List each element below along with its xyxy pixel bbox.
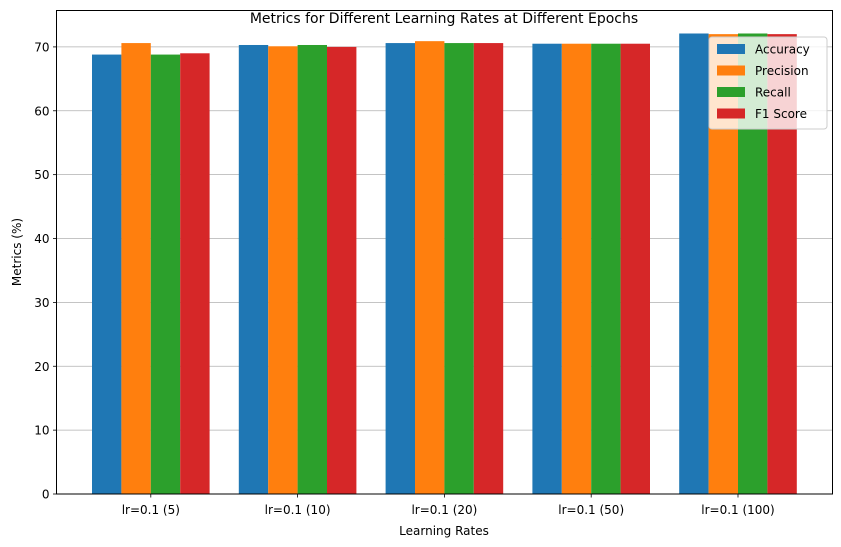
bar-accuracy xyxy=(532,43,562,495)
bar-accuracy xyxy=(679,33,709,494)
legend: Accuracy Precision Recall F1 Score xyxy=(708,36,828,130)
bar-precision xyxy=(561,43,592,495)
legend-swatch xyxy=(717,44,745,54)
x-tick-label: lr=0.1 (20) xyxy=(411,503,477,517)
y-axis-label: Metrics (%) xyxy=(10,218,24,286)
y-tick-label: 20 xyxy=(34,360,49,374)
x-tick-label: lr=0.1 (50) xyxy=(558,503,624,517)
legend-box xyxy=(708,36,828,130)
x-tick-label: lr=0.1 (10) xyxy=(265,503,331,517)
y-tick-label: 40 xyxy=(34,232,49,246)
bar-accuracy xyxy=(385,43,415,494)
y-tick-label: 50 xyxy=(34,168,49,182)
x-axis-label: Learning Rates xyxy=(399,524,489,538)
x-tick-label: lr=0.1 (100) xyxy=(701,503,775,517)
bar-f1-score xyxy=(180,53,210,494)
legend-swatch xyxy=(717,65,745,76)
bar-accuracy xyxy=(238,44,269,495)
legend-label: Precision xyxy=(755,64,809,78)
bar-recall xyxy=(297,44,327,495)
y-tick-label: 10 xyxy=(34,424,49,438)
bar-precision xyxy=(415,41,445,494)
legend-swatch xyxy=(717,108,745,119)
bar-recall xyxy=(150,54,181,494)
bar-f1-score xyxy=(473,43,504,494)
chart-title: Metrics for Different Learning Rates at … xyxy=(250,11,638,27)
bar-precision xyxy=(268,46,298,494)
y-tick-label: 0 xyxy=(42,488,50,502)
x-axis: lr=0.1 (5) lr=0.1 (10) lr=0.1 (20) lr=0.1 (… xyxy=(122,494,775,517)
bar-recall xyxy=(444,43,474,494)
legend-label: Recall xyxy=(755,86,791,100)
legend-label: F1 Score xyxy=(755,107,807,121)
bar-precision xyxy=(121,43,151,494)
bar-f1-score xyxy=(327,46,357,494)
x-tick-label: lr=0.1 (5) xyxy=(122,503,180,517)
legend-label: Accuracy xyxy=(755,43,810,57)
y-tick-label: 70 xyxy=(34,40,49,54)
bar-accuracy xyxy=(92,54,122,494)
bar-f1-score xyxy=(620,43,650,495)
legend-swatch xyxy=(717,87,745,97)
y-axis: 0 10 20 30 40 50 60 70 xyxy=(34,40,57,502)
y-tick-label: 60 xyxy=(34,104,49,118)
bar-recall xyxy=(591,43,621,495)
bars xyxy=(92,33,797,495)
y-tick-label: 30 xyxy=(34,296,49,310)
